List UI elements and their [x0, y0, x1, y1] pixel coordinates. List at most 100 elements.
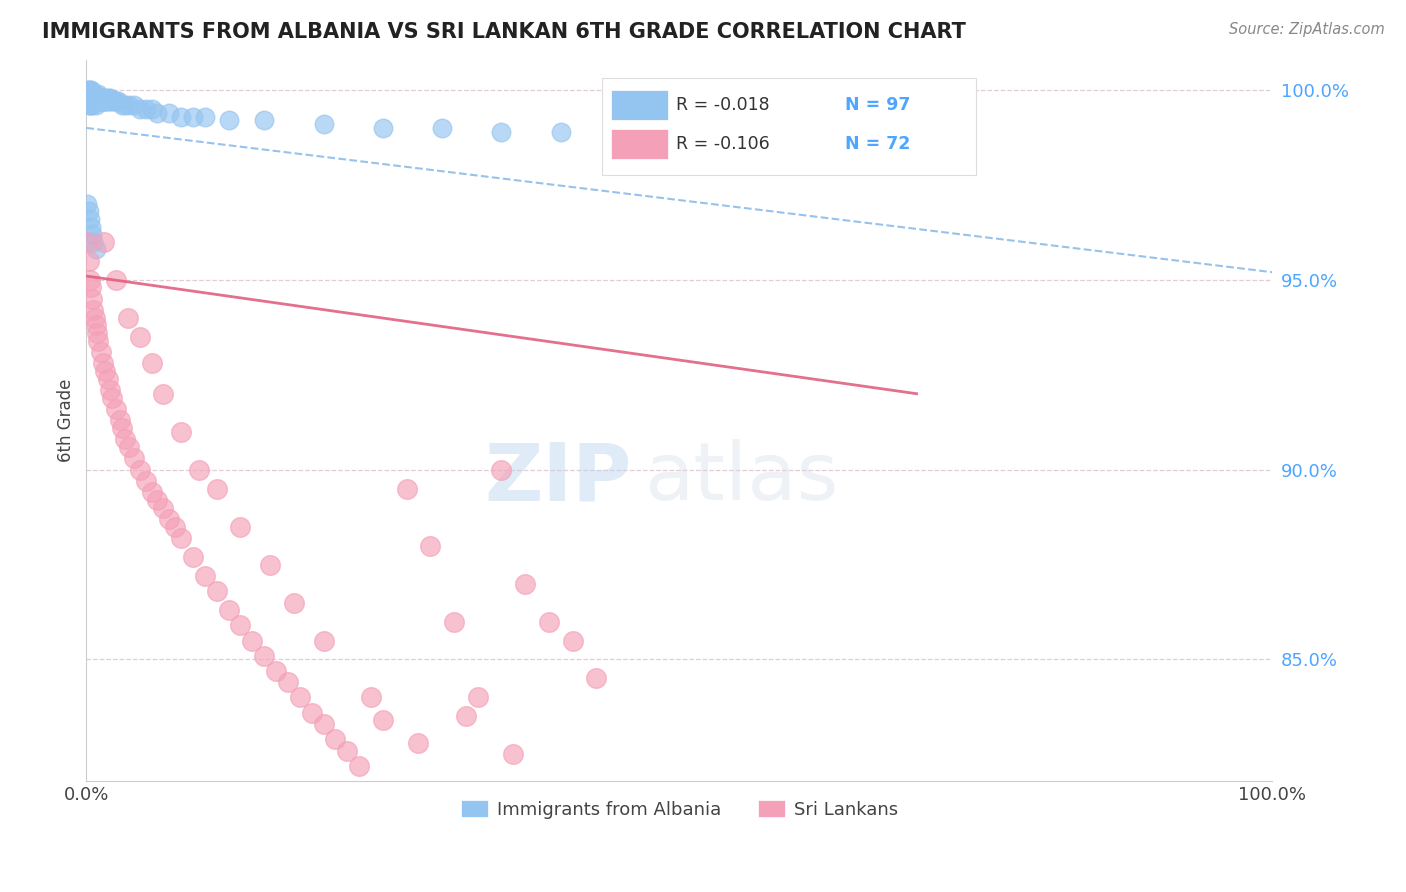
Point — [347, 759, 370, 773]
Point — [537, 615, 560, 629]
Point — [84, 90, 107, 104]
Point — [91, 356, 114, 370]
Point — [170, 110, 193, 124]
Point — [93, 95, 115, 109]
Point — [98, 95, 121, 109]
Point — [253, 648, 276, 663]
Point — [89, 95, 111, 109]
Point — [98, 90, 121, 104]
Point — [104, 95, 127, 109]
Point — [98, 383, 121, 397]
Point — [77, 95, 100, 109]
Point — [118, 98, 141, 112]
Point — [82, 292, 104, 306]
Point — [90, 90, 112, 104]
Point — [301, 706, 323, 720]
Point — [77, 98, 100, 112]
Point — [101, 95, 124, 109]
Point — [97, 95, 120, 109]
Point — [103, 95, 125, 109]
Point — [259, 558, 281, 572]
Point — [79, 90, 101, 104]
Point — [77, 253, 100, 268]
Point — [82, 95, 104, 109]
Point — [80, 95, 103, 109]
Point — [668, 132, 690, 146]
Point — [443, 615, 465, 629]
Point — [89, 90, 111, 104]
Point — [87, 95, 110, 109]
Point — [170, 531, 193, 545]
Point — [82, 90, 104, 104]
Point — [89, 90, 111, 104]
Point — [118, 440, 141, 454]
Point — [277, 675, 299, 690]
Point — [218, 603, 240, 617]
Point — [157, 512, 180, 526]
Point — [84, 243, 107, 257]
Point — [135, 102, 157, 116]
Point — [419, 539, 441, 553]
Point — [82, 303, 104, 318]
Point — [82, 90, 104, 104]
Point — [82, 98, 104, 112]
Point — [104, 273, 127, 287]
Point — [76, 235, 98, 249]
Point — [114, 98, 136, 112]
Point — [86, 90, 108, 104]
Point — [283, 595, 305, 609]
Point — [80, 90, 103, 104]
Point — [82, 227, 104, 242]
Point — [79, 273, 101, 287]
Point — [157, 105, 180, 120]
Point — [264, 664, 287, 678]
Point — [205, 584, 228, 599]
Point — [82, 87, 104, 101]
Point — [83, 310, 105, 325]
Point — [325, 732, 347, 747]
Point — [87, 90, 110, 104]
Point — [89, 95, 111, 109]
Point — [181, 110, 204, 124]
Point — [76, 83, 98, 97]
Point — [89, 345, 111, 359]
Point — [94, 364, 117, 378]
Point — [229, 519, 252, 533]
Point — [86, 95, 108, 109]
Point — [240, 633, 263, 648]
Point — [97, 371, 120, 385]
Point — [80, 87, 103, 101]
Point — [152, 386, 174, 401]
Point — [170, 425, 193, 439]
Point — [467, 690, 489, 705]
Point — [76, 197, 98, 211]
Point — [101, 391, 124, 405]
Point — [79, 95, 101, 109]
Point — [229, 618, 252, 632]
Point — [122, 98, 145, 112]
Point — [108, 413, 131, 427]
Point — [77, 204, 100, 219]
Text: ZIP: ZIP — [485, 439, 631, 517]
Point — [86, 326, 108, 340]
FancyBboxPatch shape — [610, 90, 668, 120]
Point — [82, 235, 104, 249]
Point — [76, 87, 98, 101]
Point — [491, 463, 513, 477]
Point — [97, 90, 120, 104]
Point — [122, 451, 145, 466]
Point — [82, 95, 104, 109]
Point — [312, 117, 335, 131]
Point — [146, 105, 169, 120]
Point — [128, 463, 150, 477]
Point — [194, 110, 217, 124]
Point — [77, 95, 100, 109]
Point — [905, 147, 928, 161]
Point — [117, 310, 139, 325]
Point — [83, 87, 105, 101]
Point — [80, 87, 103, 101]
Point — [107, 95, 129, 109]
Point — [84, 318, 107, 333]
Point — [79, 95, 101, 109]
Point — [80, 83, 103, 97]
